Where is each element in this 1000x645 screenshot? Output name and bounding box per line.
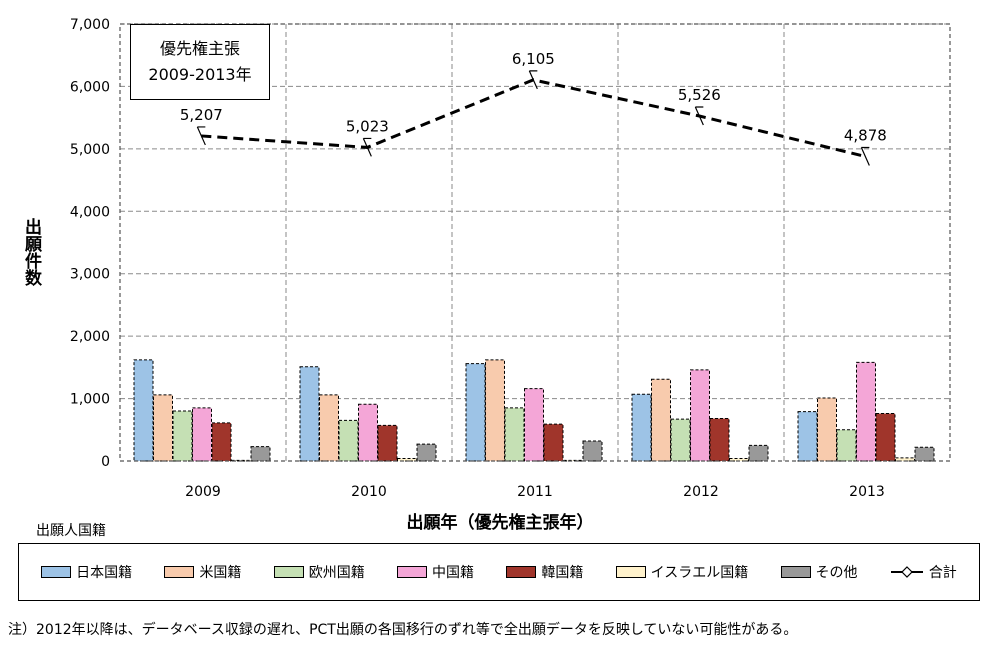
bar-2013-2 (836, 429, 857, 462)
bar-2013-4 (875, 413, 896, 462)
y-tick-label: 6,000 (70, 79, 110, 95)
bar-2011-6 (582, 440, 603, 462)
total-point-marker (860, 146, 870, 166)
y-tick-label: 2,000 (70, 329, 110, 345)
bar-2009-0 (133, 359, 154, 462)
bar-2011-1 (485, 359, 505, 462)
footnote: 注）2012年以降は、データベース収録の遅れ、PCT出願の各国移行のずれ等で全出… (8, 622, 798, 638)
legend-label-europe: 欧州国籍 (308, 565, 365, 581)
legend-item-europe: 欧州国籍 (273, 562, 365, 582)
total-point-marker (694, 106, 704, 126)
bar-2009-3 (192, 407, 212, 462)
bar-2009-2 (172, 410, 193, 462)
bar-2013-6 (914, 446, 935, 462)
bar-2009-1 (153, 394, 173, 462)
bar-2010-0 (299, 366, 320, 462)
y-axis-label: 出願件数 (21, 218, 41, 286)
total-point-marker (362, 137, 372, 157)
total-point-marker (196, 126, 206, 146)
bar-2012-6 (748, 444, 769, 462)
bar-2012-0 (631, 393, 652, 462)
legend-swatch-japan (41, 566, 72, 578)
y-tick-label: 3,000 (70, 267, 110, 283)
bar-2011-0 (465, 363, 486, 462)
bar-2011-3 (524, 388, 544, 462)
x-tick-label-2009: 2009 (185, 484, 221, 500)
legend-item-japan: 日本国籍 (41, 562, 132, 582)
bar-2013-3 (856, 361, 876, 462)
bar-2009-4 (211, 422, 232, 462)
total-line-path (201, 78, 866, 158)
annotation-line2: 2009-2013年 (148, 65, 252, 84)
total-label-2013: 4,878 (844, 126, 887, 144)
bars (133, 359, 935, 462)
bar-2013-1 (817, 397, 837, 462)
legend-label-israel: イスラエル国籍 (650, 565, 749, 581)
y-tick-label: 1,000 (70, 392, 110, 408)
total-point-marker (528, 70, 538, 90)
bar-2011-4 (543, 423, 564, 462)
x-tick-label-2013: 2013 (849, 484, 885, 500)
axis-ticks: 0 1,000 2,000 3,000 4,000 5,000 6,000 7,000 2009… (70, 17, 885, 500)
bar-2012-2 (670, 418, 691, 462)
y-tick-label: 0 (101, 454, 110, 470)
bar-2010-6 (416, 443, 437, 462)
x-tick-label-2011: 2011 (517, 484, 553, 500)
bar-2009-6 (250, 446, 271, 462)
y-tick-label: 7,000 (70, 17, 110, 33)
legend-swatch-korea (506, 566, 537, 578)
plot-frame (119, 23, 951, 462)
x-tick-label-2012: 2012 (683, 484, 719, 500)
legend-label-japan: 日本国籍 (76, 565, 133, 581)
legend-label-korea: 韓国籍 (541, 565, 584, 581)
bar-2012-1 (651, 378, 671, 462)
legend-swatch-europe (273, 566, 304, 578)
legend-item-israel: イスラエル国籍 (615, 562, 749, 582)
legend-label-other: その他 (815, 565, 858, 581)
bar-2010-4 (377, 424, 398, 462)
data-labels: 5,207 5,023 6,105 5,526 4,878 (180, 50, 887, 145)
bar-2013-0 (797, 411, 818, 462)
legend-swatch-china (397, 566, 428, 578)
legend-title: 出願人国籍 (36, 523, 106, 539)
bar-2012-4 (709, 418, 730, 462)
legend-label-china: 中国籍 (432, 565, 475, 581)
total-line (196, 70, 870, 166)
bar-2010-1 (319, 394, 339, 462)
annotation-box: 優先権主張 2009-2013年 (130, 24, 270, 100)
total-label-2012: 5,526 (678, 86, 721, 104)
x-tick-label-2010: 2010 (351, 484, 387, 500)
bar-2010-3 (358, 403, 378, 462)
total-label-2010: 5,023 (346, 117, 389, 135)
legend-swatch-total (890, 566, 923, 578)
y-tick-label: 4,000 (70, 204, 110, 220)
legend-swatch-israel (615, 566, 646, 578)
legend-label-us: 米国籍 (199, 565, 242, 581)
total-label-2011: 6,105 (512, 50, 555, 68)
total-label-2009: 5,207 (180, 106, 223, 124)
bar-2011-5 (563, 459, 583, 462)
bar-2012-3 (690, 369, 710, 462)
legend: 日本国籍 米国籍 欧州国籍 中国籍 韓国籍 イスラエル国籍 その他 合計 (18, 543, 980, 601)
legend-item-total: 合計 (890, 562, 957, 582)
bar-2011-2 (504, 407, 525, 462)
legend-item-us: 米国籍 (164, 562, 241, 582)
y-tick-label: 5,000 (70, 142, 110, 158)
legend-item-korea: 韓国籍 (506, 562, 583, 582)
bar-2010-2 (338, 419, 359, 462)
legend-label-total: 合計 (928, 565, 957, 581)
legend-item-china: 中国籍 (397, 562, 474, 582)
x-axis-label: 出願年（優先権主張年） (406, 513, 594, 533)
legend-swatch-other (780, 566, 811, 578)
legend-swatch-us (164, 566, 195, 578)
legend-item-other: その他 (780, 562, 858, 582)
annotation-line1: 優先権主張 (159, 39, 240, 58)
